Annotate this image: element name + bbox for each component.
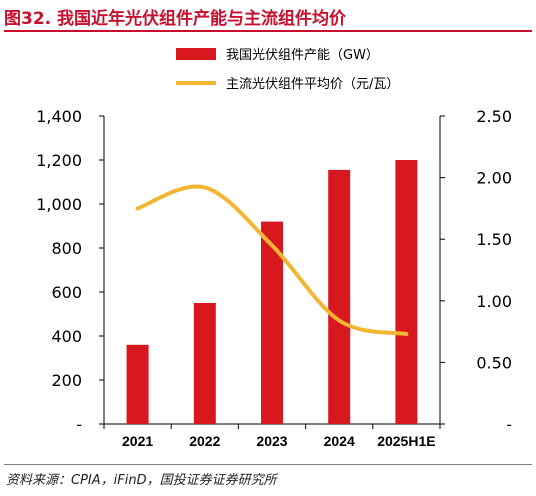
x-axis-tick-label: 2022 bbox=[189, 433, 220, 449]
right-axis-tick-label: 2.50 bbox=[476, 107, 512, 126]
x-axis-tick-label: 2021 bbox=[122, 433, 153, 449]
right-axis-tick-label: - bbox=[506, 415, 512, 434]
bar-capacity bbox=[261, 221, 283, 424]
title-divider bbox=[4, 30, 532, 32]
bar-capacity bbox=[395, 160, 418, 424]
left-axis-tick-label: 1,400 bbox=[36, 107, 82, 126]
x-axis-tick-label: 2025H1E bbox=[377, 433, 435, 449]
source-note: 资料来源：CPIA，iFinD，国投证券证券研究所 bbox=[6, 473, 277, 488]
left-axis-tick-label: 1,200 bbox=[36, 151, 82, 170]
figure-title: 图32. 我国近年光伏组件产能与主流组件均价 bbox=[4, 9, 347, 29]
left-axis-tick-label: 800 bbox=[51, 239, 82, 258]
legend-bar-label: 我国光伏组件产能（GW） bbox=[226, 48, 379, 63]
x-axis-tick-label: 2024 bbox=[324, 433, 355, 449]
source-divider bbox=[4, 464, 532, 465]
left-axis-tick-label: 1,000 bbox=[36, 195, 82, 214]
left-axis-tick-label: 200 bbox=[51, 371, 82, 390]
legend-line-label: 主流光伏组件平均价（元/瓦） bbox=[226, 77, 399, 92]
bar-capacity bbox=[126, 344, 149, 424]
bar-capacity bbox=[193, 303, 216, 424]
right-axis-tick-label: 0.50 bbox=[476, 353, 512, 372]
left-axis-tick-label: - bbox=[76, 415, 82, 434]
x-axis-tick-label: 2023 bbox=[256, 433, 287, 449]
chart: 我国光伏组件产能（GW） 主流光伏组件平均价（元/瓦） - 200 400 600 800 1… bbox=[36, 48, 512, 449]
right-axis-tick-label: 1.00 bbox=[476, 292, 512, 311]
right-axis-tick-label: 2.00 bbox=[476, 169, 512, 188]
right-axis-tick-label: 1.50 bbox=[476, 230, 512, 249]
bar-capacity bbox=[328, 169, 351, 424]
left-axis-tick-label: 400 bbox=[51, 327, 82, 346]
legend-bar-swatch bbox=[176, 48, 216, 60]
left-axis-tick-label: 600 bbox=[51, 283, 82, 302]
